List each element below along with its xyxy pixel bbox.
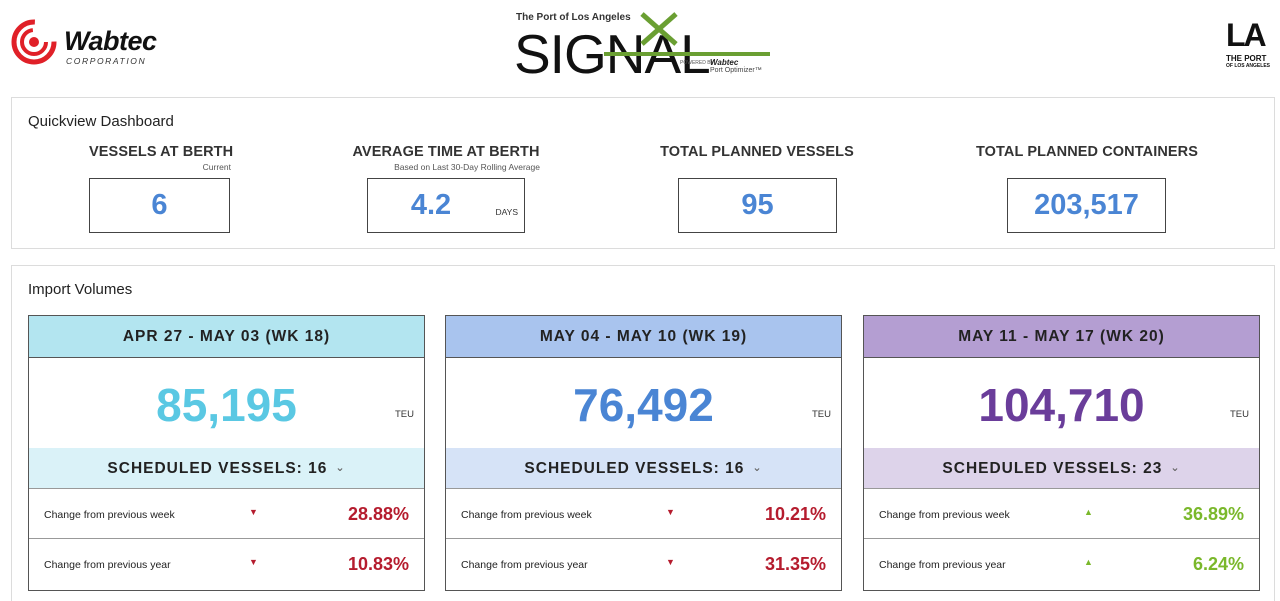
change-row-previous-week: Change from previous week ▲ 36.89% [864, 488, 1259, 538]
signal-subtitle: The Port of Los Angeles [516, 12, 631, 23]
quickview-panel: Quickview Dashboard VESSELS AT BERTH Cur… [11, 97, 1275, 249]
signal-brand: Wabtec [710, 58, 739, 67]
scheduled-vessels-toggle[interactable]: SCHEDULED VESSELS: 16 ⌄ [446, 448, 841, 488]
metric-sub: Based on Last 30-Day Rolling Average [394, 162, 540, 172]
wabtec-swirl-icon [11, 19, 57, 65]
port-la-logo[interactable]: LA THE PORT OF LOS ANGELES [1224, 18, 1278, 74]
metric-average-time-at-berth: AVERAGE TIME AT BERTH Based on Last 30-D… [352, 144, 540, 172]
chevron-down-icon[interactable]: ⌄ [1170, 462, 1181, 474]
change-label: Change from previous week [461, 509, 592, 521]
change-value: 10.21% [764, 504, 826, 524]
change-label: Change from previous week [879, 509, 1010, 521]
la-line2: OF LOS ANGELES [1226, 63, 1270, 69]
week-card-20: MAY 11 - MAY 17 (WK 20) 104,710 TEU SCHE… [863, 315, 1260, 591]
change-row-previous-year: Change from previous year ▼ 10.83% [29, 538, 424, 588]
triangle-down-icon: ▼ [249, 557, 258, 567]
metric-label: AVERAGE TIME AT BERTH [352, 144, 540, 160]
triangle-down-icon: ▼ [249, 507, 258, 517]
metric-total-planned-containers: TOTAL PLANNED CONTAINERS [975, 144, 1199, 160]
signal-bar [604, 52, 770, 56]
week-teu-value: 76,492 [573, 379, 714, 431]
signal-product: Port Optimizer™ [710, 67, 762, 74]
week-teu-value: 104,710 [978, 379, 1145, 431]
quickview-title: Quickview Dashboard [28, 113, 174, 130]
triangle-up-icon: ▲ [1084, 507, 1093, 517]
week-range: MAY 04 - MAY 10 (WK 19) [446, 316, 841, 358]
change-row-previous-week: Change from previous week ▼ 10.21% [446, 488, 841, 538]
wabtec-logo[interactable]: Wabtec CORPORATION [10, 18, 170, 72]
change-label: Change from previous year [44, 559, 171, 571]
change-label: Change from previous year [461, 559, 588, 571]
week-card-18: APR 27 - MAY 03 (WK 18) 85,195 TEU SCHED… [28, 315, 425, 591]
week-teu-unit: TEU [812, 409, 831, 420]
metric-value: 95 [741, 189, 774, 221]
wabtec-name: Wabtec [64, 26, 157, 56]
change-value: 36.89% [1182, 504, 1244, 524]
metric-label: VESSELS AT BERTH [89, 144, 234, 160]
change-value: 6.24% [1192, 554, 1244, 574]
metric-unit: DAYS [495, 207, 518, 217]
change-row-previous-year: Change from previous year ▲ 6.24% [864, 538, 1259, 588]
metric-value: 6 [151, 189, 168, 221]
scheduled-vessels-label: SCHEDULED VESSELS: 16 [107, 460, 328, 477]
change-value: 10.83% [347, 554, 409, 574]
wabtec-corp: CORPORATION [66, 56, 147, 66]
la-line1: THE PORT [1226, 54, 1267, 63]
metric-total-planned-vessels: TOTAL PLANNED VESSELS [660, 144, 854, 160]
triangle-down-icon: ▼ [666, 557, 675, 567]
metric-value: 4.2 [410, 189, 452, 221]
signal-x-icon [640, 12, 678, 46]
metric-box-vessels-at-berth: 6 [89, 178, 230, 233]
scheduled-vessels-toggle[interactable]: SCHEDULED VESSELS: 16 ⌄ [29, 448, 424, 488]
import-volumes-title: Import Volumes [28, 281, 133, 298]
chevron-down-icon[interactable]: ⌄ [752, 462, 763, 474]
week-teu-value: 85,195 [156, 379, 297, 431]
metric-label: TOTAL PLANNED CONTAINERS [975, 144, 1199, 160]
page-header: Wabtec CORPORATION The Port of Los Angel… [0, 0, 1280, 92]
metric-box-total-planned-containers: 203,517 [1007, 178, 1166, 233]
signal-logo[interactable]: The Port of Los Angeles SIGNAL POWERED B… [512, 8, 774, 88]
change-value: 31.35% [764, 554, 826, 574]
scheduled-vessels-label: SCHEDULED VESSELS: 16 [524, 460, 745, 477]
change-value: 28.88% [347, 504, 409, 524]
scheduled-vessels-toggle[interactable]: SCHEDULED VESSELS: 23 ⌄ [864, 448, 1259, 488]
metric-box-average-time-at-berth: 4.2 DAYS [367, 178, 525, 233]
metric-box-total-planned-vessels: 95 [678, 178, 837, 233]
change-row-previous-week: Change from previous week ▼ 28.88% [29, 488, 424, 538]
la-letters: LA [1226, 17, 1267, 53]
change-label: Change from previous year [879, 559, 1006, 571]
week-card-19: MAY 04 - MAY 10 (WK 19) 76,492 TEU SCHED… [445, 315, 842, 591]
metric-label: TOTAL PLANNED VESSELS [660, 144, 854, 160]
metric-sub: Current [202, 162, 231, 172]
week-teu-unit: TEU [395, 409, 414, 420]
metric-value: 203,517 [1034, 189, 1139, 221]
signal-powered: POWERED BY [680, 60, 714, 66]
change-row-previous-year: Change from previous year ▼ 31.35% [446, 538, 841, 588]
scheduled-vessels-label: SCHEDULED VESSELS: 23 [942, 460, 1163, 477]
week-range: APR 27 - MAY 03 (WK 18) [29, 316, 424, 358]
metric-vessels-at-berth: VESSELS AT BERTH Current [89, 144, 234, 172]
triangle-down-icon: ▼ [666, 507, 675, 517]
change-label: Change from previous week [44, 509, 175, 521]
week-range: MAY 11 - MAY 17 (WK 20) [864, 316, 1259, 358]
week-teu-unit: TEU [1230, 409, 1249, 420]
chevron-down-icon[interactable]: ⌄ [335, 462, 346, 474]
import-volumes-panel: Import Volumes APR 27 - MAY 03 (WK 18) 8… [11, 265, 1275, 601]
triangle-up-icon: ▲ [1084, 557, 1093, 567]
